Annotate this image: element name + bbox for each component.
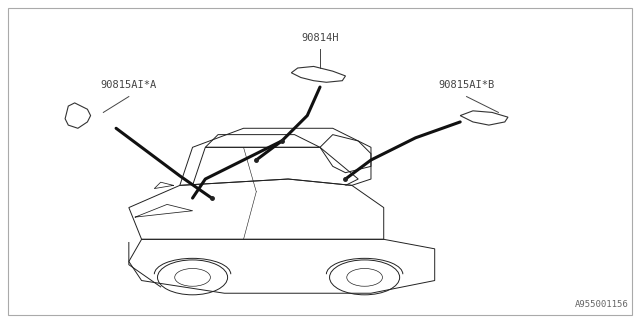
Text: 90814H: 90814H	[301, 33, 339, 43]
Text: A955001156: A955001156	[575, 300, 629, 309]
Text: 90815AI*A: 90815AI*A	[100, 80, 157, 90]
Text: 90815AI*B: 90815AI*B	[438, 80, 495, 90]
